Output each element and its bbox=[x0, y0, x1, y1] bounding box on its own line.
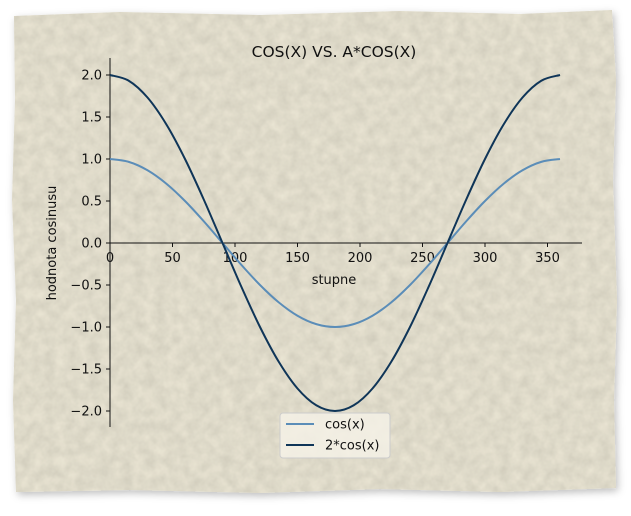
x-tick-label: 200 bbox=[348, 251, 373, 266]
y-axis-label: hodnota cosinusu bbox=[45, 186, 60, 301]
legend-label: 2*cos(x) bbox=[325, 439, 379, 454]
y-ticks: 2.0 1.5 1.0 0.5 0.0 −0.5 −1.0 −1.5 −2.0 bbox=[70, 69, 110, 420]
x-tick-label: 250 bbox=[410, 251, 435, 266]
paper-sheet bbox=[12, 10, 617, 493]
legend: cos(x) 2*cos(x) bbox=[279, 412, 391, 459]
y-tick-label: 1.0 bbox=[81, 153, 102, 168]
paper-background bbox=[12, 10, 617, 493]
y-tick-label: 2.0 bbox=[81, 69, 102, 84]
y-tick-label: 0.5 bbox=[81, 195, 102, 210]
y-tick-label: −2.0 bbox=[70, 405, 102, 420]
x-tick-label: 350 bbox=[535, 251, 560, 266]
x-tick-label: 150 bbox=[285, 251, 310, 266]
x-ticks: 0 50 100 150 200 250 300 350 bbox=[106, 243, 560, 266]
x-tick-label: 50 bbox=[164, 251, 181, 266]
x-tick-label: 0 bbox=[106, 251, 114, 266]
series-line-2 bbox=[109, 74, 561, 413]
x-tick-label: 300 bbox=[473, 251, 498, 266]
legend-items: cos(x) 2*cos(x) bbox=[286, 418, 379, 454]
chart-title: COS(X) VS. A*COS(X) bbox=[252, 43, 417, 61]
y-tick-label: −1.5 bbox=[70, 363, 102, 378]
x-axis-label: stupne bbox=[312, 273, 357, 288]
series-line-1 bbox=[109, 158, 561, 329]
legend-label: cos(x) bbox=[325, 418, 365, 433]
y-tick-label: −1.0 bbox=[70, 321, 102, 336]
y-tick-label: −0.5 bbox=[70, 279, 102, 294]
series-lines bbox=[109, 74, 561, 413]
y-tick-label: 0.0 bbox=[81, 237, 102, 252]
y-tick-label: 1.5 bbox=[81, 111, 102, 126]
